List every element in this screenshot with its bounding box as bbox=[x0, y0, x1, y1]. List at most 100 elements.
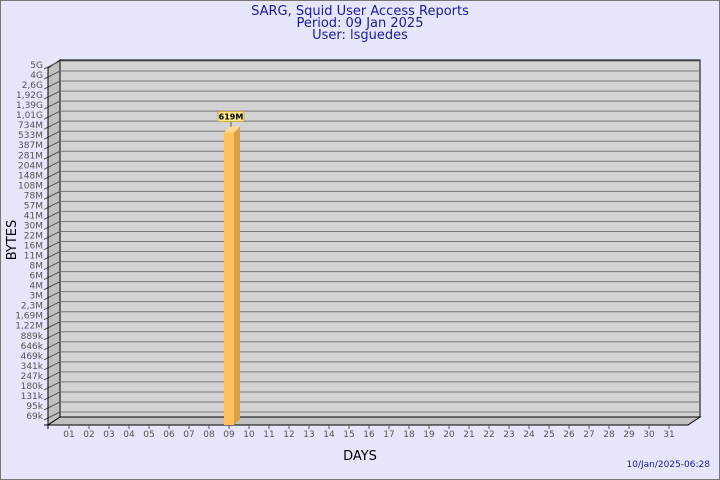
y-tick-mark bbox=[43, 311, 61, 321]
x-tick-label: 05 bbox=[143, 430, 154, 440]
y-axis-label: BYTES bbox=[5, 220, 20, 261]
y-tick-mark bbox=[43, 301, 61, 311]
y-tick-label: 3M bbox=[30, 292, 44, 302]
y-tick-label: 1,22M bbox=[15, 322, 43, 332]
y-tick-label: 646k bbox=[21, 342, 44, 352]
y-tick-mark bbox=[43, 411, 61, 421]
x-axis-label: DAYS bbox=[343, 449, 377, 464]
x-tick-label: 25 bbox=[543, 430, 554, 440]
y-tick-label: 1,01G bbox=[16, 111, 43, 121]
x-tick-label: 31 bbox=[663, 430, 674, 440]
x-tick-label: 12 bbox=[283, 430, 294, 440]
y-tick-mark bbox=[43, 60, 61, 70]
y-tick-label: 1,39G bbox=[16, 101, 43, 111]
x-tick-label: 07 bbox=[183, 430, 194, 440]
x-tick-label: 22 bbox=[483, 430, 494, 440]
y-tick-label: 6M bbox=[30, 272, 44, 282]
y-tick-label: 1,69M bbox=[15, 312, 43, 322]
x-tick-label: 16 bbox=[363, 430, 375, 440]
y-tick-label: 180k bbox=[21, 382, 44, 392]
y-tick-mark bbox=[43, 180, 61, 190]
y-tick-mark bbox=[43, 231, 61, 240]
y-tick-mark bbox=[43, 170, 61, 180]
y-tick-mark bbox=[43, 241, 61, 250]
y-tick-label: 4G bbox=[30, 71, 43, 81]
y-tick-mark bbox=[43, 70, 61, 80]
y-tick-label: 469k bbox=[21, 352, 44, 362]
bar-top bbox=[224, 126, 240, 133]
data-label: 619M bbox=[219, 113, 244, 122]
y-tick-mark bbox=[43, 341, 61, 351]
y-tick-label: 5G bbox=[30, 61, 43, 71]
x-tick-label: 18 bbox=[403, 430, 415, 440]
x-tick-label: 28 bbox=[603, 430, 615, 440]
y-tick-mark bbox=[43, 130, 61, 140]
x-tick-label: 30 bbox=[643, 430, 655, 440]
y-tick-mark bbox=[43, 321, 61, 331]
y-tick-mark bbox=[43, 210, 61, 220]
plot-back-wall bbox=[59, 59, 701, 418]
x-tick-label: 11 bbox=[263, 430, 274, 440]
y-tick-mark bbox=[43, 351, 61, 361]
y-tick-label: 2,3M bbox=[21, 302, 43, 312]
y-tick-mark bbox=[43, 100, 61, 110]
y-tick-mark bbox=[43, 381, 61, 391]
x-tick-label: 27 bbox=[583, 430, 594, 440]
y-tick-mark bbox=[43, 120, 61, 130]
y-tick-label: 30M bbox=[24, 221, 43, 231]
y-tick-mark bbox=[43, 371, 61, 381]
y-tick-mark bbox=[43, 251, 61, 260]
x-tick-label: 02 bbox=[83, 430, 94, 440]
x-tick-label: 24 bbox=[523, 430, 535, 440]
y-tick-mark bbox=[43, 221, 61, 230]
y-tick-label: 889k bbox=[21, 332, 44, 342]
y-tick-label: 11M bbox=[24, 252, 43, 262]
y-tick-label: 2,6G bbox=[22, 81, 43, 91]
y-tick-label: 57M bbox=[24, 201, 43, 211]
y-tick-label: 247k bbox=[21, 372, 44, 382]
x-tick-label: 04 bbox=[123, 430, 135, 440]
chart-period: Period: 09 Jan 2025 bbox=[296, 16, 424, 31]
y-tick-mark bbox=[43, 110, 61, 120]
y-tick-label: 108M bbox=[18, 181, 43, 191]
y-tick-mark bbox=[43, 331, 61, 341]
x-tick-label: 01 bbox=[63, 430, 74, 440]
chart-user: User: lsguedes bbox=[312, 28, 408, 43]
y-tick-label: 4M bbox=[30, 282, 44, 292]
y-tick-label: 16M bbox=[24, 242, 43, 252]
y-tick-label: 41M bbox=[24, 211, 43, 221]
y-tick-label: 341k bbox=[21, 362, 44, 372]
y-tick-mark bbox=[43, 140, 61, 150]
y-tick-mark bbox=[43, 190, 61, 200]
x-tick-label: 20 bbox=[443, 430, 455, 440]
x-tick-label: 03 bbox=[103, 430, 114, 440]
bar-day-09 bbox=[224, 132, 234, 425]
x-tick-label: 15 bbox=[343, 430, 354, 440]
x-tick-label: 21 bbox=[463, 430, 474, 440]
x-tick-label: 10 bbox=[243, 430, 255, 440]
y-tick-label: 95k bbox=[26, 402, 43, 412]
y-tick-label: 22M bbox=[24, 231, 43, 241]
y-tick-label: 131k bbox=[21, 392, 44, 402]
y-tick-mark bbox=[43, 401, 61, 411]
y-tick-mark bbox=[43, 261, 61, 271]
plot-floor bbox=[46, 416, 702, 426]
y-tick-mark bbox=[43, 271, 61, 281]
y-tick-label: 734M bbox=[18, 121, 43, 131]
y-tick-label: 204M bbox=[18, 161, 43, 171]
y-tick-mark bbox=[43, 291, 61, 301]
x-tick-label: 23 bbox=[503, 430, 514, 440]
y-tick-label: 1,92G bbox=[16, 91, 43, 101]
x-tick-label: 08 bbox=[203, 430, 215, 440]
y-tick-mark bbox=[43, 200, 61, 210]
y-tick-label: 69k bbox=[26, 412, 43, 422]
y-tick-mark bbox=[43, 80, 61, 90]
x-tick-label: 17 bbox=[383, 430, 394, 440]
x-tick-label: 06 bbox=[163, 430, 175, 440]
y-tick-label: 281M bbox=[18, 151, 43, 161]
x-tick-label: 14 bbox=[323, 430, 335, 440]
x-tick-label: 09 bbox=[223, 430, 235, 440]
y-tick-mark bbox=[43, 281, 61, 291]
y-tick-mark bbox=[43, 391, 61, 401]
